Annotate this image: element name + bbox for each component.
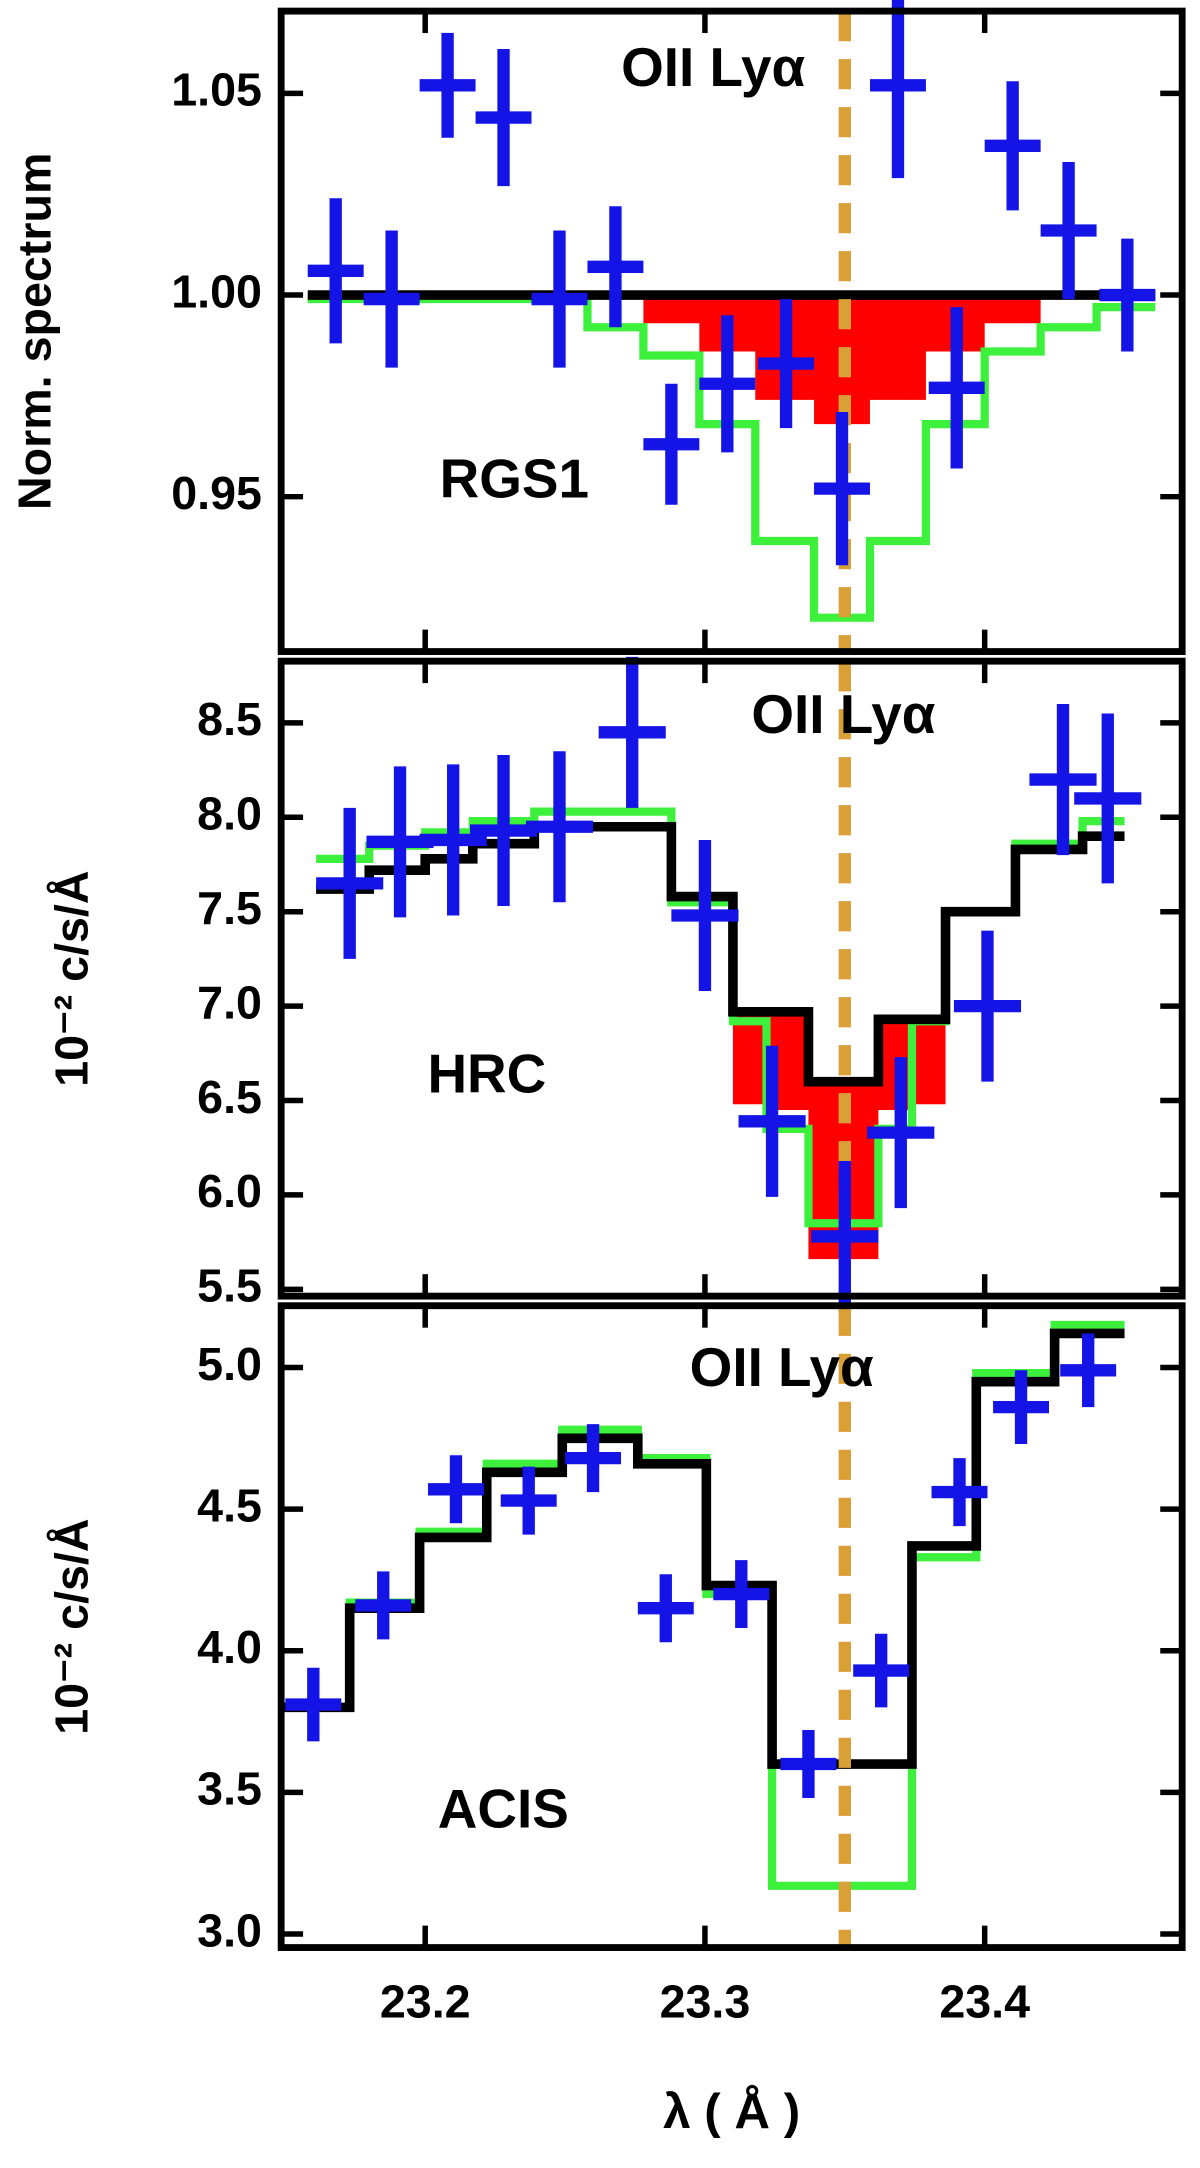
- absorption-fill: [732, 1011, 946, 1260]
- y-tick-label: 1.05: [171, 64, 262, 116]
- y-tick-label: 0.95: [171, 467, 262, 519]
- y-tick-label: 8.0: [197, 788, 262, 840]
- model-step-line: [281, 1328, 1125, 1769]
- x-axis-label: λ ( Å ): [663, 2083, 800, 2139]
- y-axis-label: 10⁻² c/s/Å: [46, 870, 98, 1086]
- annotation: OII Lyα: [690, 1336, 874, 1398]
- y-tick-label: 3.0: [197, 1904, 262, 1956]
- annotation: OII Lyα: [621, 36, 805, 98]
- y-tick-label: 5.0: [197, 1338, 262, 1390]
- y-tick-label: 4.0: [197, 1621, 262, 1673]
- x-tick-label: 23.4: [939, 1975, 1030, 2027]
- y-tick-label: 8.5: [197, 693, 262, 745]
- panel-label: HRC: [427, 1043, 546, 1105]
- y-tick-label: 5.5: [197, 1260, 262, 1312]
- panel-label: ACIS: [438, 1778, 569, 1840]
- y-tick-label: 1.00: [171, 265, 262, 317]
- x-tick-label: 23.3: [660, 1975, 751, 2027]
- y-tick-label: 4.5: [197, 1479, 262, 1531]
- plot-frame: [277, 1302, 1186, 1951]
- y-axis-label: Norm. spectrum: [9, 153, 61, 510]
- x-tick-label: 23.2: [380, 1975, 471, 2027]
- y-axis-label: 10⁻² c/s/Å: [46, 1518, 98, 1734]
- y-tick-label: 7.0: [197, 976, 262, 1028]
- plot-frame: [277, 7, 1186, 655]
- panel-label: RGS1: [440, 447, 589, 509]
- plot-frame: [277, 657, 1186, 1300]
- model-step-line: [316, 807, 1125, 1228]
- y-tick-label: 3.5: [197, 1763, 262, 1815]
- y-tick-label: 6.5: [197, 1071, 262, 1123]
- y-tick-label: 6.0: [197, 1165, 262, 1217]
- annotation: OII Lyα: [751, 683, 935, 745]
- model-step-line: [316, 821, 1125, 1087]
- y-tick-label: 7.5: [197, 882, 262, 934]
